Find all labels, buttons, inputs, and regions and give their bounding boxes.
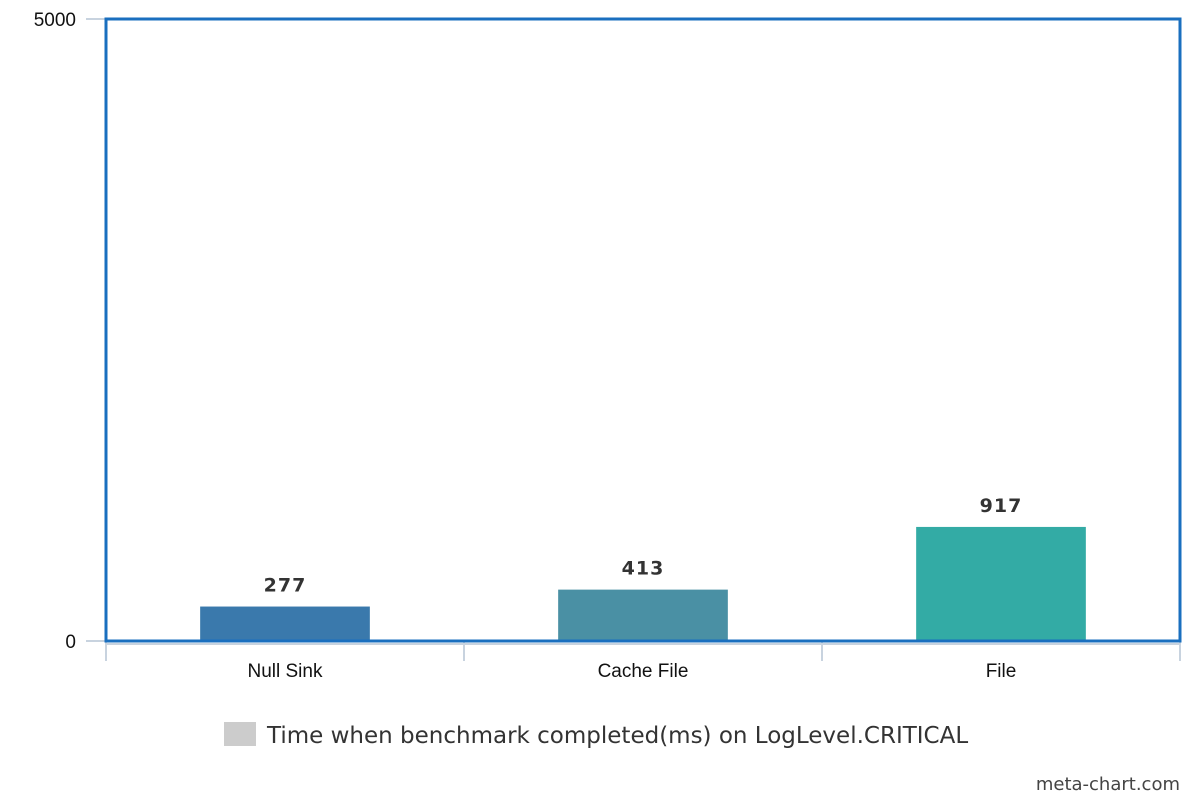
x-tick-label: Null Sink [248,661,323,682]
plot-frame [104,17,1182,643]
y-tick-label: 5000 [34,10,76,31]
y-axis: 0 5000 [34,10,106,653]
legend-swatch[interactable] [224,722,256,746]
bar[interactable] [200,606,370,641]
data-label: 277 [264,575,307,597]
y-tick-label: 0 [65,632,76,653]
x-tick-label: File [986,661,1017,682]
legend-label: Time when benchmark completed(ms) on Log… [266,723,968,749]
data-labels-group: 277 413 917 [264,495,1023,597]
x-axis: Null Sink Cache File File [105,641,1181,682]
bar[interactable] [558,589,728,641]
x-tick-label: Cache File [598,661,689,682]
data-label: 917 [980,495,1023,517]
bar[interactable] [916,526,1086,641]
data-label: 413 [622,558,665,580]
watermark: meta-chart.com [1036,774,1180,795]
legend: Time when benchmark completed(ms) on Log… [224,722,968,749]
bars-group [200,526,1086,641]
